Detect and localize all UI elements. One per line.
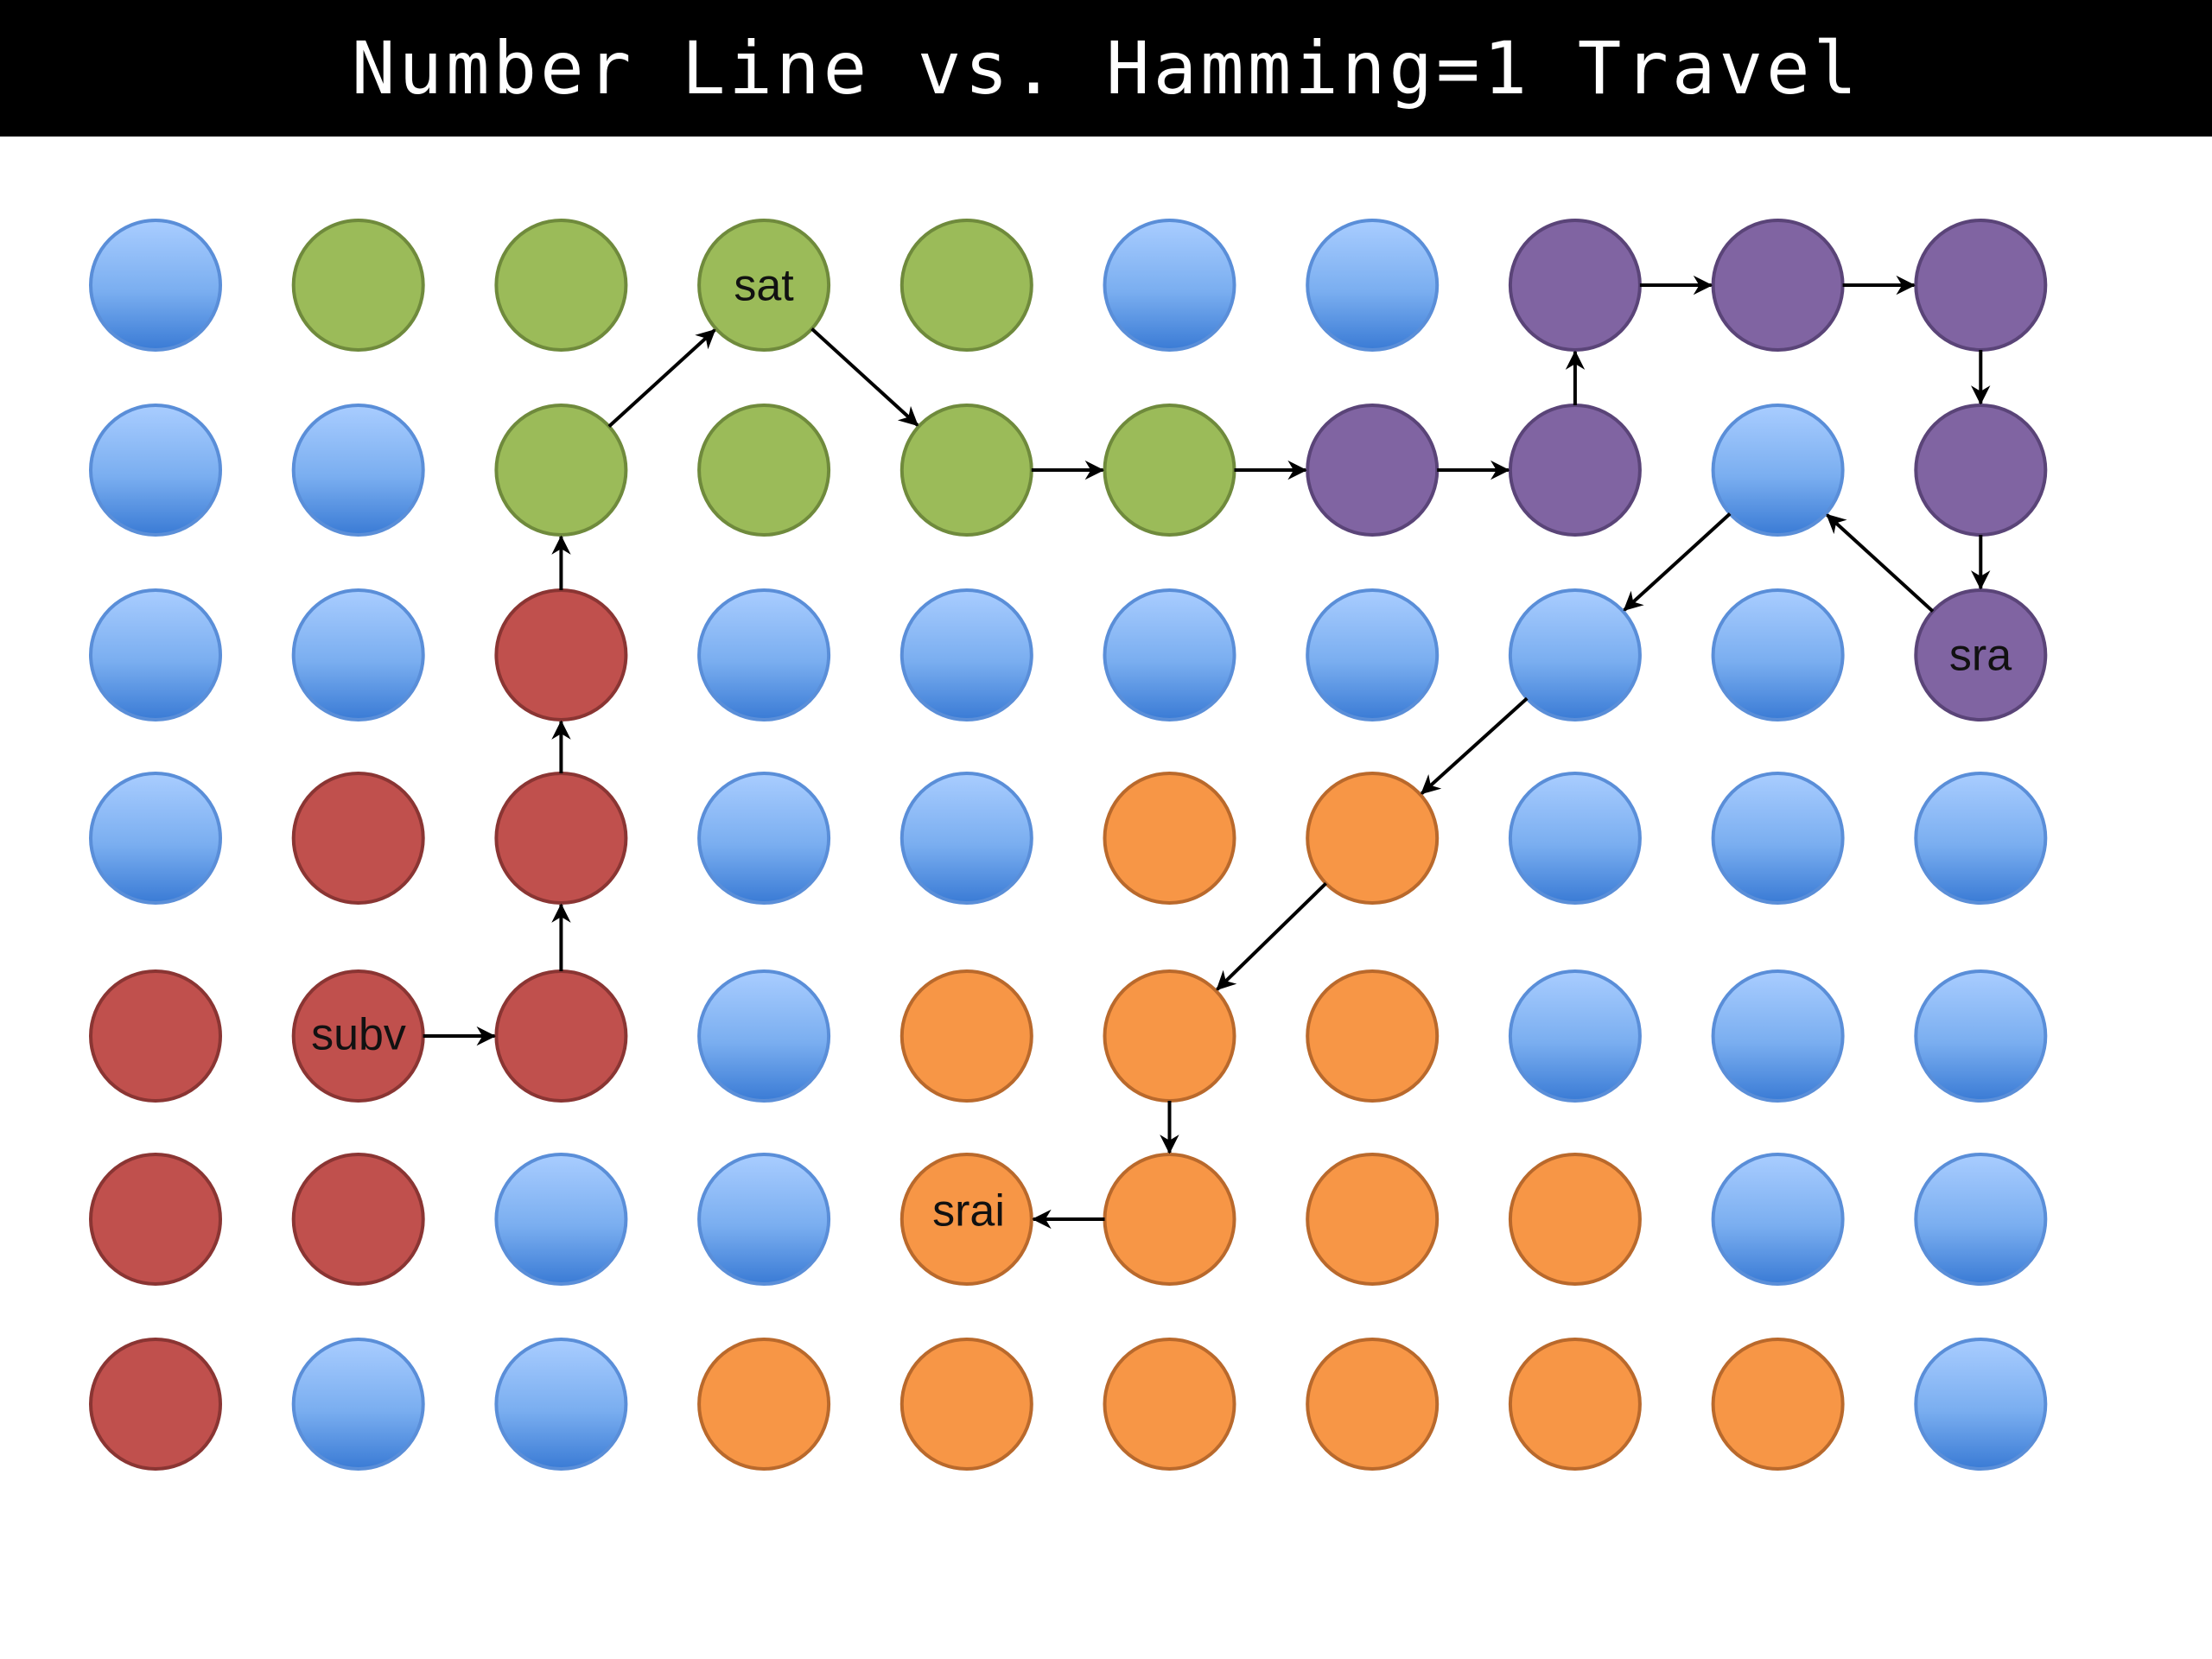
arrow xyxy=(1826,513,1935,613)
title: Number Line vs. Hamming=1 Travel xyxy=(351,26,1861,111)
node xyxy=(291,772,425,905)
node xyxy=(1914,1338,2048,1471)
node xyxy=(291,404,425,537)
node xyxy=(1711,588,1845,721)
node xyxy=(1508,969,1642,1103)
node xyxy=(1306,404,1440,537)
node xyxy=(697,588,831,721)
node xyxy=(1103,1338,1236,1471)
node xyxy=(1508,404,1642,537)
node xyxy=(899,1338,1033,1471)
node xyxy=(89,772,222,905)
node xyxy=(1306,588,1440,721)
node xyxy=(697,1338,831,1471)
node xyxy=(1914,1153,2048,1286)
node xyxy=(899,969,1033,1103)
node xyxy=(1508,1338,1642,1471)
node xyxy=(899,588,1033,721)
arrows xyxy=(423,275,1991,1230)
node xyxy=(1914,404,2048,537)
node xyxy=(697,219,831,352)
arrow xyxy=(810,327,919,427)
node xyxy=(494,1153,628,1286)
node xyxy=(1508,1153,1642,1286)
node xyxy=(1914,219,2048,352)
node-label: sra xyxy=(1949,631,2012,681)
node xyxy=(291,219,425,352)
node xyxy=(1508,219,1642,352)
node xyxy=(1508,588,1642,721)
node xyxy=(494,969,628,1103)
node-label: srai xyxy=(932,1186,1005,1236)
node xyxy=(1103,969,1236,1103)
node xyxy=(1711,404,1845,537)
node-label: subv xyxy=(311,1010,406,1060)
node xyxy=(1306,1153,1440,1286)
node xyxy=(1508,772,1642,905)
node xyxy=(899,772,1033,905)
node xyxy=(1711,1338,1845,1471)
node xyxy=(89,404,222,537)
node xyxy=(89,969,222,1103)
node xyxy=(1103,219,1236,352)
node xyxy=(291,1153,425,1286)
node xyxy=(291,1338,425,1471)
node xyxy=(1306,1338,1440,1471)
node xyxy=(494,219,628,352)
node xyxy=(1711,969,1845,1103)
node xyxy=(697,404,831,537)
title-bar: Number Line vs. Hamming=1 Travel xyxy=(0,0,2212,137)
node xyxy=(1103,1153,1236,1286)
node xyxy=(89,1338,222,1471)
node xyxy=(494,1338,628,1471)
arrow xyxy=(1216,881,1327,991)
node xyxy=(899,404,1033,537)
node xyxy=(291,588,425,721)
node xyxy=(1306,772,1440,905)
node xyxy=(1103,588,1236,721)
node xyxy=(899,219,1033,352)
node xyxy=(1711,1153,1845,1286)
node xyxy=(697,1153,831,1286)
node xyxy=(89,588,222,721)
node xyxy=(494,588,628,721)
arrow xyxy=(1623,512,1732,612)
node xyxy=(1914,772,2048,905)
node-label: sat xyxy=(734,261,794,311)
node xyxy=(697,772,831,905)
node xyxy=(1914,969,2048,1103)
node xyxy=(899,1153,1033,1286)
node xyxy=(1306,219,1440,352)
node-grid xyxy=(89,219,2048,1471)
node xyxy=(1711,219,1845,352)
node xyxy=(1103,772,1236,905)
node xyxy=(697,969,831,1103)
node xyxy=(89,219,222,352)
arrow xyxy=(607,328,716,428)
node xyxy=(1306,969,1440,1103)
node xyxy=(1711,772,1845,905)
node xyxy=(494,404,628,537)
node xyxy=(1103,404,1236,537)
node xyxy=(89,1153,222,1286)
node xyxy=(494,772,628,905)
node xyxy=(1914,588,2048,721)
arrow xyxy=(1420,696,1529,795)
